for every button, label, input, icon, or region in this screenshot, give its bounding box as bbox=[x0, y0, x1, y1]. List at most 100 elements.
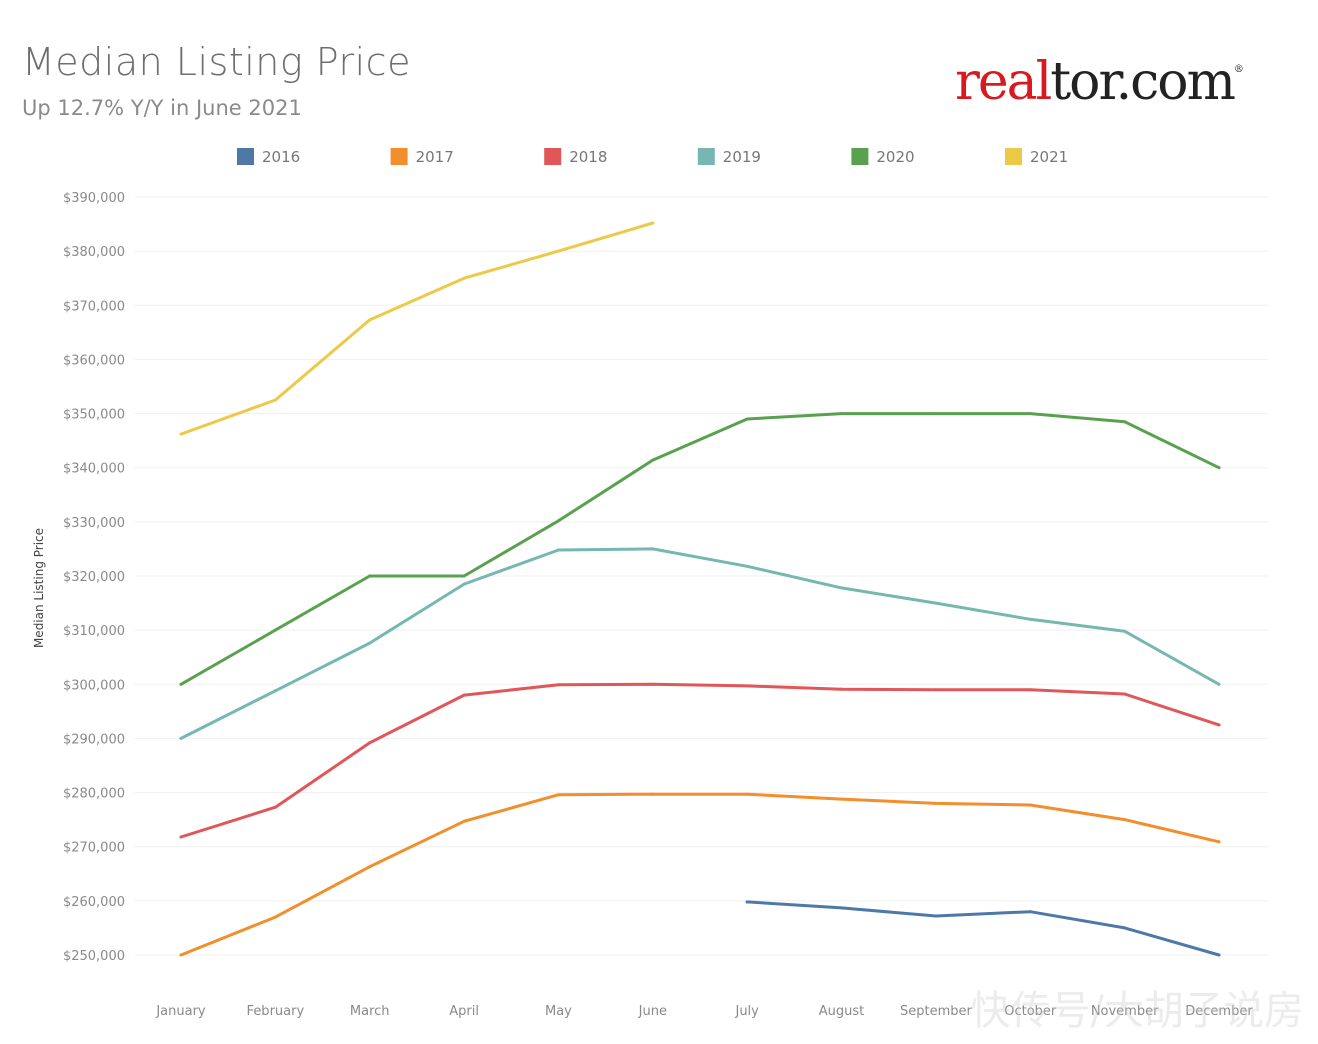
data-point-2020-november bbox=[1123, 420, 1127, 424]
x-tick-label: January bbox=[155, 1004, 206, 1019]
data-point-2018-may bbox=[556, 683, 560, 687]
series-line-2021 bbox=[179, 221, 655, 436]
data-point-2017-august bbox=[840, 797, 844, 801]
x-tick-label: April bbox=[449, 1004, 479, 1019]
data-point-2016-september bbox=[934, 914, 938, 918]
x-tick-label: October bbox=[1004, 1004, 1057, 1019]
data-point-2021-march bbox=[368, 318, 372, 322]
legend-label-2019: 2019 bbox=[723, 148, 761, 166]
x-tick-label: August bbox=[819, 1004, 865, 1019]
legend-swatch-2019 bbox=[697, 148, 715, 165]
logo-red-text: real bbox=[955, 52, 1052, 112]
y-tick-label: $280,000 bbox=[63, 787, 125, 802]
data-point-2019-august bbox=[840, 586, 844, 590]
data-point-2020-december bbox=[1217, 466, 1221, 470]
data-point-2018-december bbox=[1217, 723, 1221, 727]
y-tick-label: $310,000 bbox=[63, 624, 125, 639]
data-point-2017-december bbox=[1217, 840, 1221, 844]
data-point-2019-february bbox=[273, 689, 277, 693]
y-tick-label: $350,000 bbox=[63, 408, 125, 423]
logo-black-text: tor.com bbox=[1050, 52, 1236, 112]
legend-label-2020: 2020 bbox=[876, 148, 914, 166]
x-tick-label: December bbox=[1185, 1004, 1253, 1019]
legend-swatch-2016 bbox=[237, 148, 254, 165]
data-point-2019-march bbox=[368, 641, 372, 645]
data-point-2021-january bbox=[179, 432, 183, 436]
data-point-2020-january bbox=[179, 682, 183, 686]
y-tick-label: $270,000 bbox=[63, 841, 125, 856]
data-point-2016-july bbox=[745, 900, 749, 904]
data-point-2016-august bbox=[840, 906, 844, 910]
data-point-2018-april bbox=[462, 693, 466, 697]
y-axis-label: Median Listing Price bbox=[32, 528, 46, 648]
chart-subtitle: Up 12.7% Y/Y in June 2021 bbox=[22, 96, 302, 120]
y-tick-label: $260,000 bbox=[63, 895, 125, 910]
data-point-2021-april bbox=[462, 276, 466, 280]
y-tick-label: $380,000 bbox=[63, 245, 125, 260]
x-tick-label: May bbox=[545, 1004, 572, 1019]
series-line-2019 bbox=[179, 547, 1221, 740]
data-point-2020-may bbox=[556, 519, 560, 523]
data-point-2020-april bbox=[462, 574, 466, 578]
data-point-2017-february bbox=[273, 915, 277, 919]
y-tick-label: $340,000 bbox=[63, 462, 125, 477]
series-line-2020 bbox=[179, 412, 1221, 686]
series-line-2017 bbox=[179, 792, 1221, 957]
y-tick-label: $390,000 bbox=[63, 191, 125, 206]
data-point-2017-april bbox=[462, 819, 466, 823]
data-point-2017-october bbox=[1028, 803, 1032, 807]
legend-swatch-2020 bbox=[851, 148, 869, 165]
data-point-2020-october bbox=[1028, 412, 1032, 416]
legend-label-2016: 2016 bbox=[262, 148, 300, 166]
data-point-2019-january bbox=[179, 736, 183, 740]
data-point-2019-june bbox=[651, 547, 655, 551]
data-point-2020-august bbox=[840, 412, 844, 416]
data-point-2021-february bbox=[273, 398, 277, 402]
data-point-2018-august bbox=[840, 687, 844, 691]
data-point-2017-may bbox=[556, 793, 560, 797]
y-tick-label: $370,000 bbox=[63, 299, 125, 314]
x-tick-label: June bbox=[638, 1004, 667, 1019]
data-point-2017-july bbox=[745, 792, 749, 796]
data-point-2016-october bbox=[1028, 910, 1032, 914]
x-tick-label: November bbox=[1091, 1004, 1159, 1019]
data-point-2020-september bbox=[934, 412, 938, 416]
legend-swatch-2017 bbox=[390, 148, 408, 165]
data-point-2017-september bbox=[934, 801, 938, 805]
data-point-2019-may bbox=[556, 548, 560, 552]
data-point-2017-november bbox=[1123, 818, 1127, 822]
data-point-2020-march bbox=[368, 574, 372, 578]
y-tick-label: $320,000 bbox=[63, 570, 125, 585]
data-point-2017-june bbox=[651, 792, 655, 796]
data-point-2019-april bbox=[462, 582, 466, 586]
data-point-2019-december bbox=[1217, 682, 1221, 686]
legend-label-2021: 2021 bbox=[1030, 148, 1068, 166]
data-point-2018-june bbox=[651, 682, 655, 686]
data-point-2019-september bbox=[934, 601, 938, 605]
data-point-2020-june bbox=[651, 458, 655, 462]
logo-registered-mark: ® bbox=[1233, 64, 1244, 75]
realtor-logo: realtor.com® bbox=[955, 52, 1244, 112]
data-point-2018-october bbox=[1028, 688, 1032, 692]
data-point-2016-december bbox=[1217, 953, 1221, 957]
data-point-2020-february bbox=[273, 628, 277, 632]
y-tick-label: $360,000 bbox=[63, 353, 125, 368]
data-point-2021-june bbox=[651, 221, 655, 225]
series-line-2018 bbox=[179, 682, 1221, 839]
data-point-2019-july bbox=[745, 564, 749, 568]
data-point-2018-july bbox=[745, 684, 749, 688]
data-point-2021-may bbox=[556, 249, 560, 253]
data-point-2018-march bbox=[368, 741, 372, 745]
data-point-2018-january bbox=[179, 835, 183, 839]
x-tick-label: July bbox=[734, 1004, 759, 1019]
legend-swatch-2018 bbox=[544, 148, 562, 165]
y-tick-label: $330,000 bbox=[63, 516, 125, 531]
y-tick-label: $300,000 bbox=[63, 678, 125, 693]
data-point-2019-november bbox=[1123, 629, 1127, 633]
x-tick-label: September bbox=[900, 1004, 973, 1019]
data-point-2018-february bbox=[273, 805, 277, 809]
chart-title: Median Listing Price bbox=[22, 40, 411, 84]
data-point-2018-september bbox=[934, 688, 938, 692]
